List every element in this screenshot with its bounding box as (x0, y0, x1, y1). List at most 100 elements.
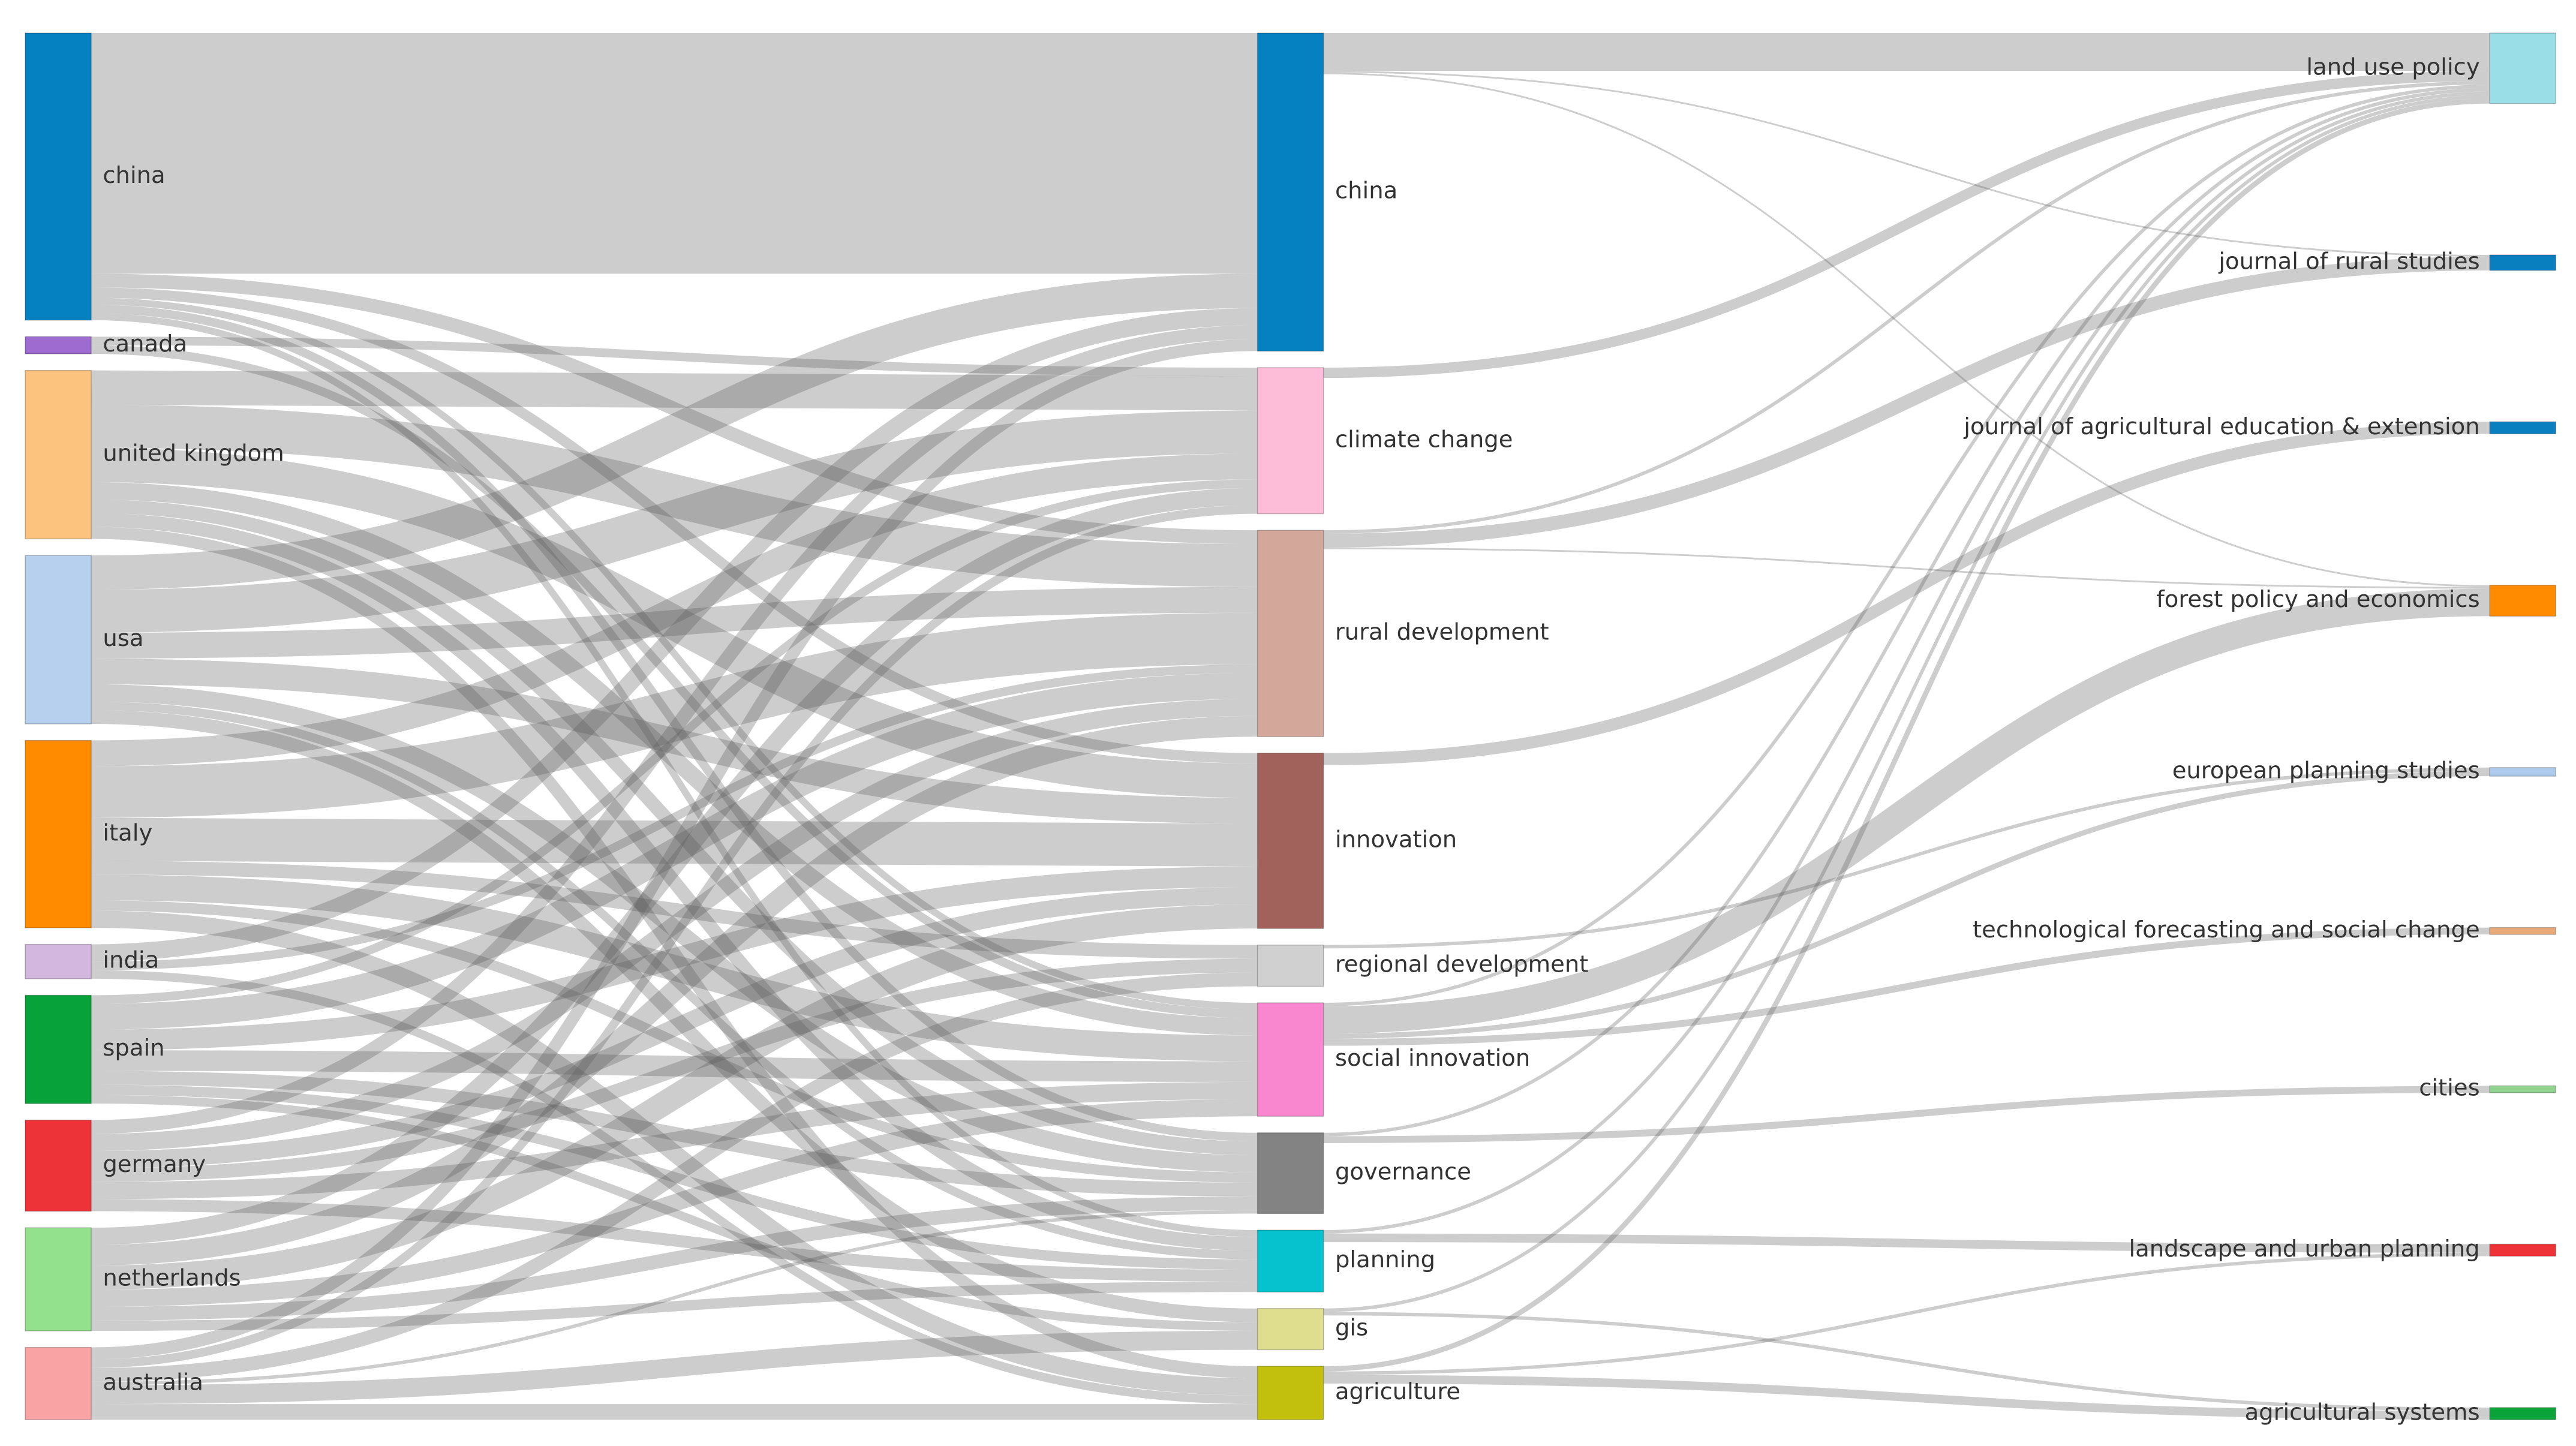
link (1323, 1375, 2490, 1420)
link (91, 297, 1258, 1010)
link (91, 958, 1258, 1182)
link (91, 716, 1258, 1266)
node-label: innovation (1335, 826, 1457, 853)
link (91, 1210, 1258, 1385)
link (91, 1095, 1258, 1331)
link (91, 513, 1258, 1251)
link (91, 370, 1258, 411)
link (91, 325, 1258, 1134)
link (91, 1099, 1258, 1307)
link (91, 1050, 1258, 1082)
node (2489, 32, 2556, 104)
link (91, 684, 1258, 1173)
link (91, 817, 1258, 867)
link (91, 488, 1258, 1245)
link (1323, 72, 2490, 587)
link (1323, 85, 2490, 1006)
link (91, 336, 1258, 377)
node-label: gis (1335, 1315, 1368, 1342)
link (91, 1071, 1258, 1197)
link (91, 479, 1258, 1004)
link (91, 874, 1258, 1062)
node-label: journal of rural studies (2218, 248, 2479, 275)
node (1257, 944, 1324, 987)
node-label: china (103, 162, 165, 189)
link (91, 273, 1258, 545)
link (1323, 927, 2490, 1046)
node (2489, 585, 2556, 617)
node-label: agricultural systems (2245, 1399, 2480, 1426)
node-label: canada (103, 330, 187, 357)
node (2489, 927, 2556, 935)
node-label: usa (103, 625, 143, 652)
node (2489, 1243, 2556, 1257)
link (91, 673, 1258, 1030)
link (1323, 71, 2490, 378)
link (1323, 767, 2490, 949)
link (91, 710, 1258, 1322)
link (91, 1084, 1258, 1270)
link (1323, 71, 2490, 257)
node (1257, 1132, 1324, 1214)
node (25, 369, 92, 540)
link (91, 404, 1258, 587)
link (91, 910, 1258, 1396)
node-label: land use policy (2306, 53, 2479, 80)
link (91, 664, 1258, 970)
node-label: forest policy and economics (2156, 586, 2479, 613)
link (91, 1081, 1258, 1200)
link (1323, 547, 2490, 589)
node (2489, 767, 2556, 777)
node (2489, 1085, 2556, 1093)
node (1257, 1308, 1324, 1351)
link (1323, 256, 2490, 548)
link (91, 287, 1258, 763)
node-label: agriculture (1335, 1378, 1460, 1405)
node (1257, 1002, 1324, 1117)
link (1323, 1086, 2490, 1143)
link (1323, 81, 2490, 534)
link (91, 308, 1258, 962)
node (25, 1346, 92, 1420)
node (25, 555, 92, 724)
link (91, 701, 1258, 1259)
link (91, 527, 1258, 1379)
link (91, 1199, 1258, 1282)
node (25, 943, 92, 979)
link (91, 1196, 1258, 1321)
node-label: united kingdom (103, 440, 284, 467)
node (1257, 367, 1324, 515)
link (1323, 95, 2490, 1312)
node (1257, 1229, 1324, 1292)
node-label: rural development (1335, 619, 1549, 646)
link (91, 305, 1258, 1142)
node (25, 994, 92, 1104)
link (91, 659, 1258, 824)
node-label: spain (103, 1035, 164, 1062)
node (25, 1119, 92, 1212)
node-label: climate change (1335, 426, 1513, 453)
node-label: china (1335, 178, 1397, 205)
link (91, 900, 1258, 1183)
link (1323, 1252, 2490, 1375)
node-label: australia (103, 1369, 203, 1396)
link (91, 345, 1258, 1018)
link (1323, 1312, 2490, 1411)
link (1323, 88, 2490, 1137)
link (1323, 1233, 2490, 1253)
link (91, 482, 1258, 1036)
node-label: cities (2419, 1075, 2479, 1102)
node (2489, 1407, 2556, 1420)
link (91, 866, 1258, 1051)
link (1323, 588, 2490, 1034)
link (91, 699, 1258, 1152)
link (91, 972, 1258, 1382)
node-label: germany (103, 1151, 206, 1178)
node (2489, 254, 2556, 271)
link (91, 970, 1258, 1405)
link (91, 887, 1258, 1168)
node-label: italy (103, 819, 152, 846)
link (91, 339, 1258, 1360)
